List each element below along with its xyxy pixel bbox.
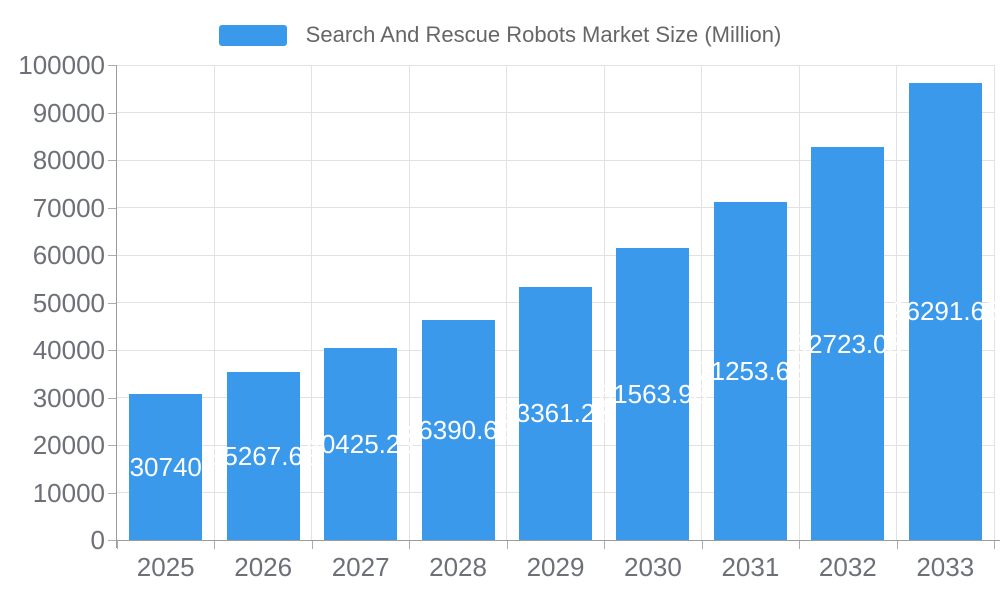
x-axis-tick	[994, 541, 995, 549]
x-axis-tick	[117, 541, 118, 549]
y-axis-label: 70000	[32, 192, 105, 223]
gridline-v	[311, 65, 313, 540]
bar-2027[interactable]: 40425.23	[306, 347, 415, 540]
bar-value-label: 61563.98	[598, 378, 708, 409]
bar-2029[interactable]: 53361.23	[501, 286, 610, 540]
bar-value-label: 71253.68	[696, 355, 805, 386]
y-axis-label: 0	[90, 525, 105, 555]
y-axis-label: 10000	[32, 477, 105, 508]
x-axis-tick	[506, 541, 508, 549]
y-axis-tick	[108, 350, 116, 351]
y-axis-line	[116, 65, 117, 548]
gridline-v	[896, 65, 898, 540]
x-axis-tick	[896, 541, 898, 549]
x-axis-tick	[799, 541, 801, 549]
gridline-v	[213, 65, 215, 540]
y-axis-tick	[108, 255, 116, 256]
y-axis-tick	[108, 65, 116, 66]
y-axis-label: 50000	[32, 287, 105, 318]
y-axis-label: 90000	[32, 97, 105, 128]
y-axis-tick	[108, 160, 116, 161]
gridline-v	[798, 65, 800, 540]
bar-2032[interactable]: 82723.08	[794, 147, 902, 540]
bar-2026[interactable]: 35267.68	[209, 372, 317, 540]
bar-value-label: 30740	[129, 452, 202, 482]
y-axis-tick	[108, 112, 116, 114]
bar-value-label: 46390.68	[403, 414, 513, 445]
y-axis-tick	[108, 207, 116, 209]
bar-value-label: 40425.23	[306, 428, 415, 459]
x-axis-tick	[701, 541, 703, 549]
bar-value-label: 53361.23	[501, 398, 610, 429]
gridline-h	[117, 112, 994, 113]
x-axis-label-2026: 2026	[234, 552, 293, 582]
bar-2028[interactable]: 46390.68	[404, 319, 512, 540]
y-axis-label: 100000	[18, 50, 105, 80]
x-axis-label-2027: 2027	[331, 552, 390, 582]
bar-value-label: 96291.68	[891, 296, 1000, 327]
gridline-h	[117, 254, 994, 256]
y-axis-label: 40000	[32, 335, 105, 365]
x-axis-tick	[409, 541, 411, 549]
y-axis-tick	[108, 540, 116, 541]
gridline-v	[408, 65, 410, 540]
x-axis-label-2031: 2031	[721, 552, 780, 582]
gridline-h	[117, 207, 994, 208]
x-axis-label-2029: 2029	[526, 552, 585, 582]
x-axis-label-2028: 2028	[429, 552, 487, 582]
bar-value-label: 35267.68	[208, 441, 318, 472]
y-axis-label: 30000	[32, 382, 105, 413]
x-axis-label-2025: 2025	[136, 552, 195, 582]
x-axis-tick	[311, 541, 313, 549]
x-axis-label-2032: 2032	[818, 552, 877, 582]
legend-label: Search And Rescue Robots Market Size (Mi…	[305, 22, 782, 47]
y-axis-tick	[108, 397, 116, 399]
y-axis-label: 20000	[32, 430, 105, 460]
gridline-v	[993, 65, 995, 540]
legend-swatch-icon	[218, 24, 287, 46]
plot-area: 30740 35267.68 40425.23 46390.68 53361.23 615…	[117, 64, 999, 540]
y-axis-label: 80000	[32, 145, 105, 175]
y-axis-tick	[108, 445, 116, 446]
x-axis-label-2030: 2030	[624, 552, 682, 582]
gridline-v	[506, 65, 508, 540]
y-axis-tick	[108, 492, 116, 494]
bar-2030[interactable]: 61563.98	[599, 247, 707, 540]
x-axis-tick	[604, 541, 606, 549]
gridline-v	[603, 65, 605, 540]
gridline-h	[117, 64, 994, 66]
gridline-v	[701, 65, 703, 540]
x-axis-line	[117, 540, 1000, 541]
gridline-h	[117, 159, 994, 161]
bar-2033[interactable]: 96291.68	[891, 82, 999, 540]
bar-2025[interactable]: 30740	[129, 394, 203, 540]
x-axis-tick	[214, 541, 216, 549]
chart-legend[interactable]: Search And Rescue Robots Market Size (Mi…	[0, 22, 1000, 48]
y-axis-tick	[108, 302, 116, 304]
bar-value-label: 82723.08	[793, 328, 903, 359]
x-axis-label-2033: 2033	[916, 552, 975, 582]
y-axis-label: 60000	[32, 240, 105, 270]
bar-2031[interactable]: 71253.68	[696, 201, 805, 540]
